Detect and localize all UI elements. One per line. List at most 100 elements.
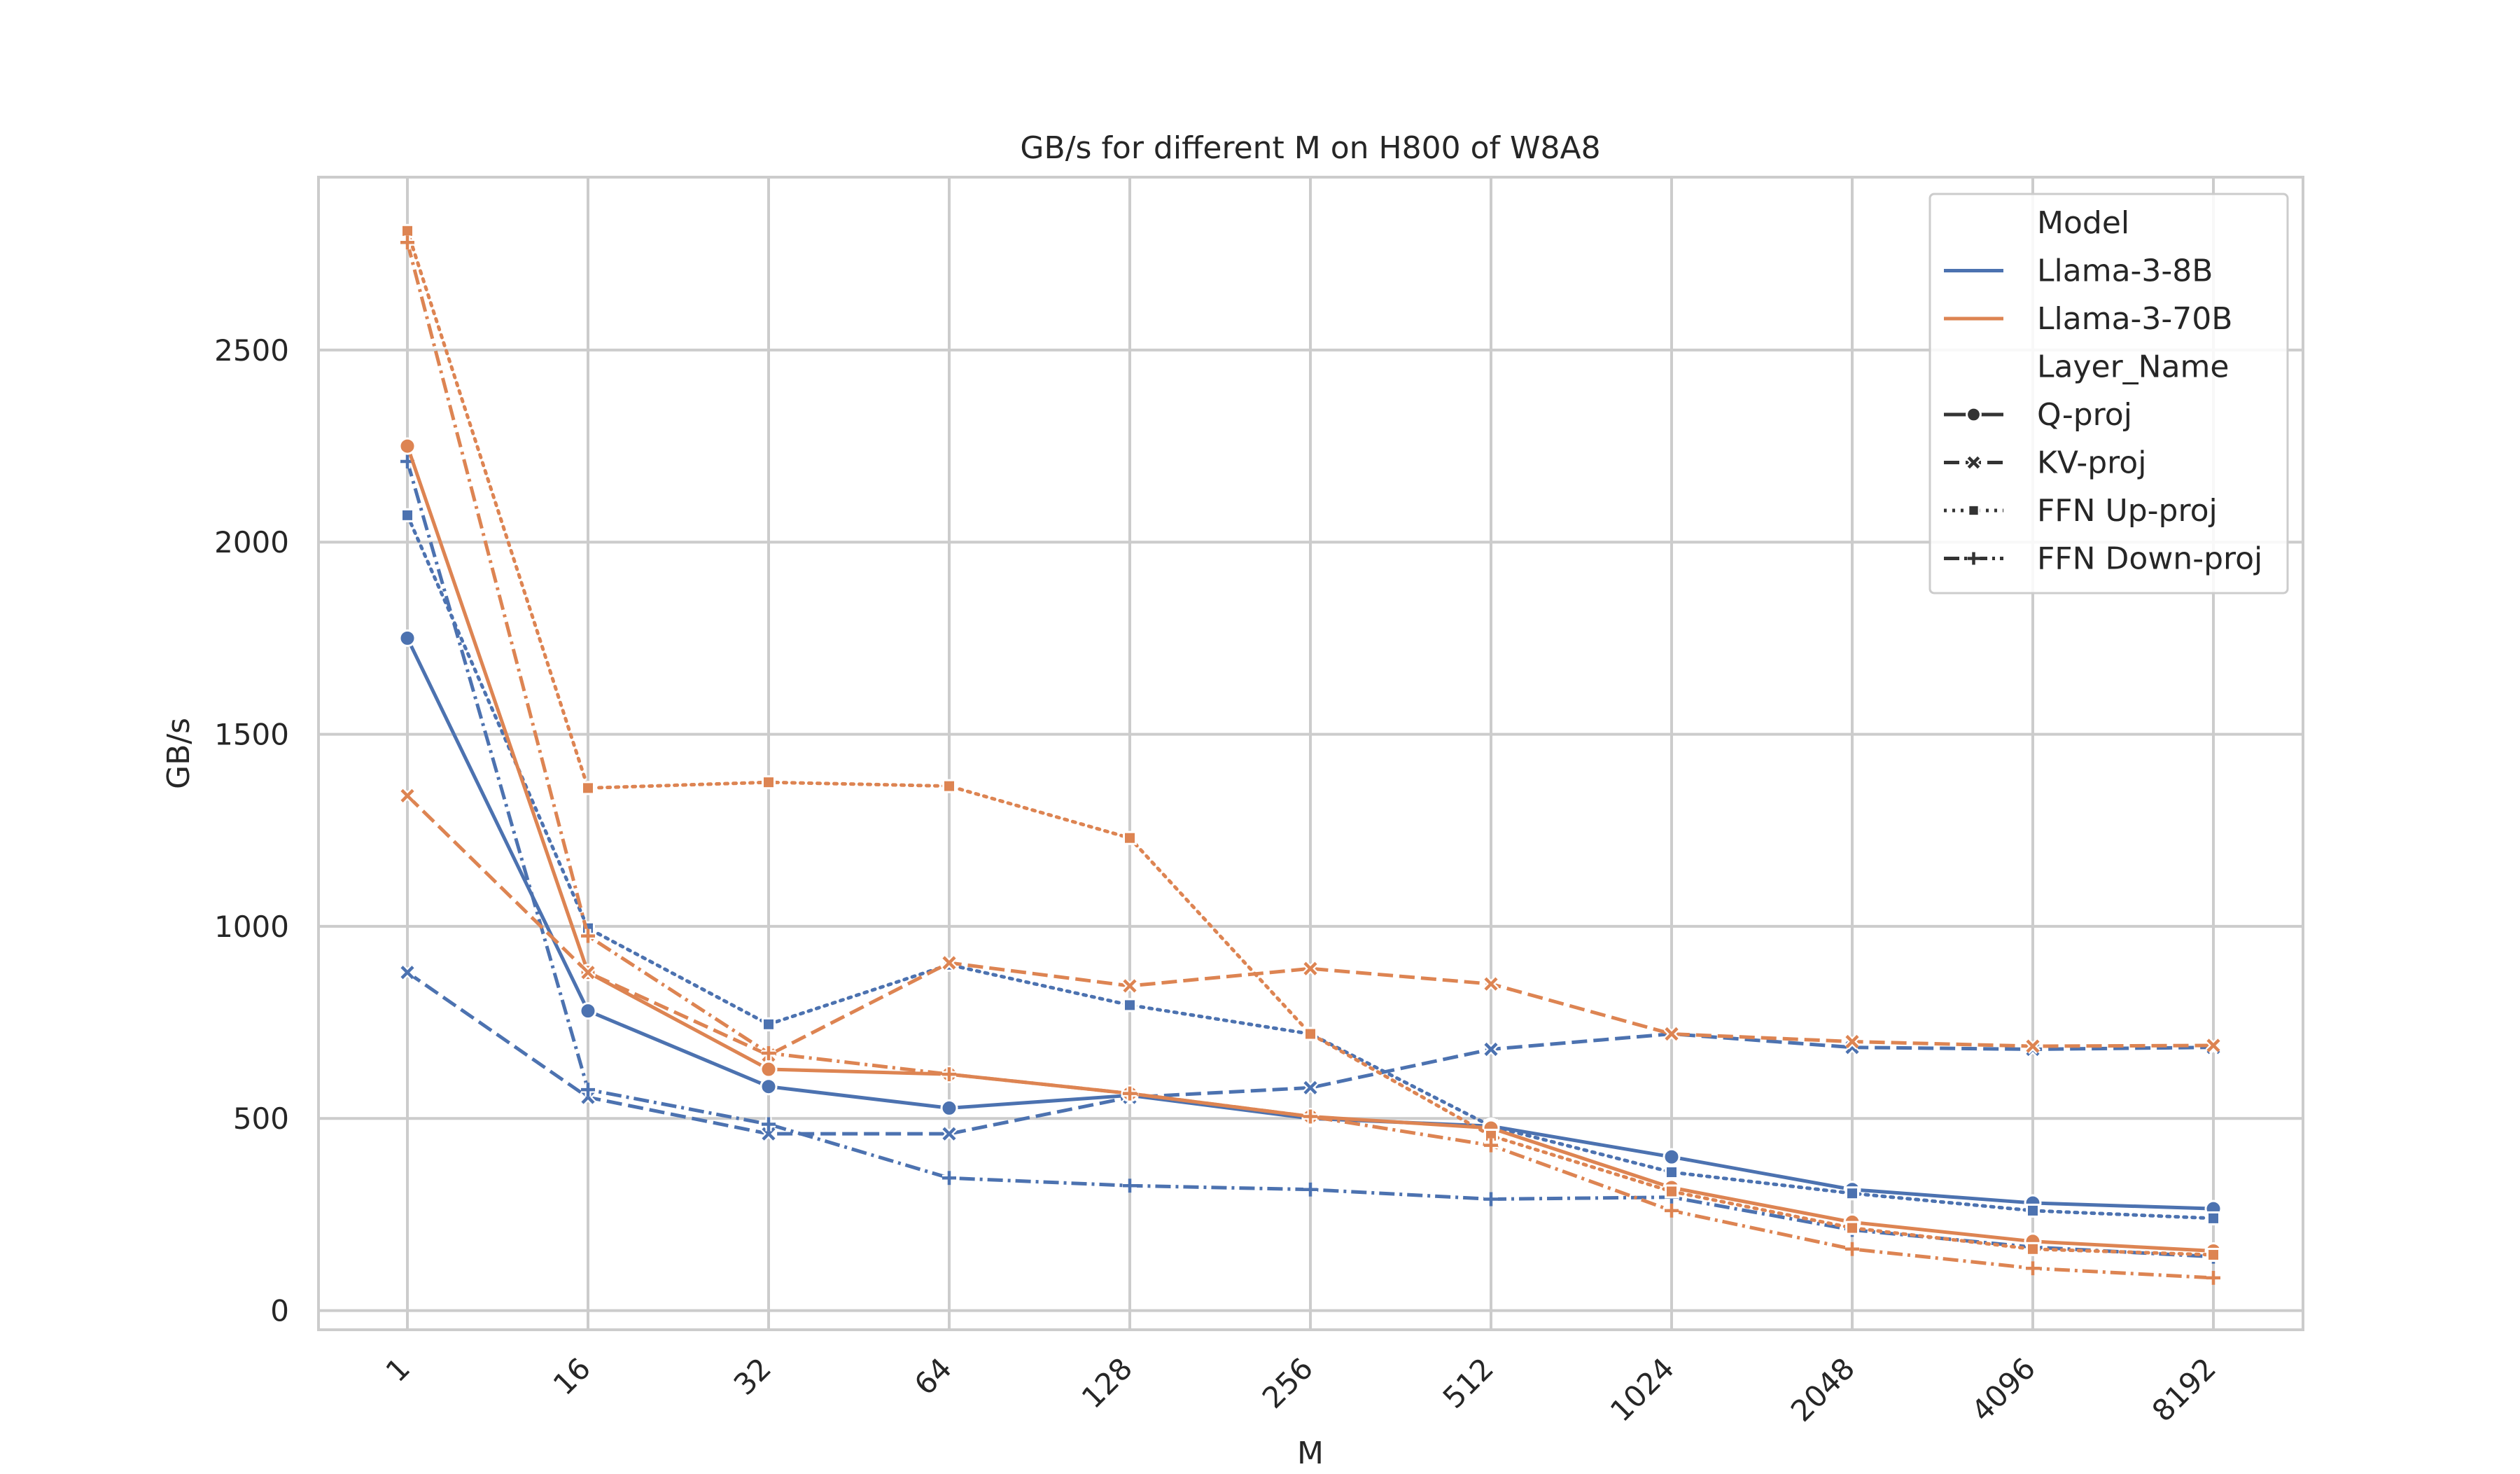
legend-marker <box>1966 455 1981 470</box>
data-point <box>942 779 956 793</box>
data-point <box>581 781 595 795</box>
data-point <box>940 1099 958 1117</box>
data-point <box>400 235 414 250</box>
data-point <box>941 1125 958 1142</box>
x-tick-labels: 1 16 32 64 128 256 512 1024 2048 4096 8192 <box>379 1351 2223 1428</box>
data-point <box>1303 1109 1317 1124</box>
data-point <box>1303 1027 1317 1041</box>
y-tick-label: 2000 <box>214 525 289 559</box>
x-tick-label: 1024 <box>1604 1351 1681 1428</box>
y-tick-label: 2500 <box>214 333 289 368</box>
data-point <box>398 437 416 455</box>
data-point <box>1845 1242 1859 1256</box>
data-point <box>2205 1037 2222 1054</box>
y-axis-label: GB/s <box>161 718 197 789</box>
data-point <box>1845 1221 1859 1235</box>
x-tick-label: 128 <box>1075 1351 1139 1414</box>
legend-item-ffn-up-proj <box>1944 503 2003 517</box>
data-point <box>1844 1034 1861 1050</box>
legend-item-ffn-down-proj <box>1944 552 2003 565</box>
legend-marker <box>1967 503 1980 517</box>
data-point <box>581 929 595 943</box>
data-point <box>1123 1086 1137 1101</box>
data-point <box>1484 1192 1498 1207</box>
data-point <box>941 954 958 971</box>
data-point <box>942 1067 956 1082</box>
legend-item-q-proj <box>1944 406 2003 423</box>
data-point <box>2206 1270 2220 1285</box>
data-point <box>2026 1242 2040 1256</box>
legend-label: Llama-3-70B <box>2037 301 2232 337</box>
legend-marker <box>1967 552 1980 565</box>
data-point <box>1484 1138 1498 1153</box>
data-point <box>2206 1211 2220 1225</box>
x-tick-label: 32 <box>727 1351 778 1401</box>
data-point <box>762 1045 776 1060</box>
data-point <box>1483 976 1499 992</box>
data-point <box>1302 1080 1319 1096</box>
data-point <box>1302 961 1319 977</box>
series-layer <box>398 223 2222 1285</box>
plot-frame <box>317 176 2304 1331</box>
x-tick-label: 16 <box>547 1351 597 1401</box>
data-point <box>1665 1184 1679 1199</box>
data-point <box>2206 1248 2220 1263</box>
legend-frame <box>1928 193 2289 595</box>
legend-title-layer: Layer_Name <box>2037 349 2229 385</box>
data-point <box>942 1171 956 1186</box>
data-point <box>1665 1203 1679 1218</box>
y-tick-label: 1500 <box>214 718 289 752</box>
chart-title: GB/s for different M on H800 of W8A8 <box>1020 130 1600 166</box>
data-point <box>1663 1026 1680 1042</box>
data-point <box>760 1078 778 1096</box>
legend-marker <box>1966 406 1982 423</box>
y-tick-label: 500 <box>233 1101 289 1136</box>
data-point <box>1121 978 1138 994</box>
data-point <box>1665 1165 1679 1180</box>
data-point <box>762 1117 776 1132</box>
data-point <box>1845 1186 1859 1201</box>
legend-label: Llama-3-8B <box>2037 253 2213 289</box>
y-tick-label: 1000 <box>214 910 289 944</box>
legend-label: Q-proj <box>2037 397 2132 433</box>
x-tick-label: 512 <box>1436 1351 1500 1414</box>
data-point <box>1662 1148 1681 1166</box>
legend-label: KV-proj <box>2037 445 2146 481</box>
legend-label: FFN Down-proj <box>2037 541 2262 577</box>
data-point <box>760 1060 778 1078</box>
legend-title-model: Model <box>2037 205 2129 241</box>
data-point <box>399 788 416 804</box>
x-tick-label: 256 <box>1256 1351 1320 1414</box>
data-point <box>760 1125 777 1142</box>
data-point <box>581 1083 595 1097</box>
series-llama-3-70b-ffn-up-proj <box>400 223 2220 1263</box>
x-tick-label: 4096 <box>1965 1351 2042 1428</box>
data-point <box>1483 1041 1499 1057</box>
legend-label: FFN Up-proj <box>2037 493 2218 529</box>
y-tick-label: 0 <box>270 1294 289 1328</box>
x-tick-label: 64 <box>908 1351 958 1401</box>
data-point <box>2026 1261 2040 1276</box>
data-point <box>1303 1182 1317 1197</box>
data-point <box>400 223 414 238</box>
data-point <box>579 1002 597 1020</box>
data-point <box>1123 998 1137 1013</box>
data-point <box>1123 830 1137 845</box>
x-tick-label: 2048 <box>1784 1351 1861 1428</box>
data-point <box>580 964 596 980</box>
x-tick-label: 8192 <box>2146 1351 2222 1428</box>
y-tick-labels: 0 500 1000 1500 2000 2500 <box>214 333 289 1328</box>
data-point <box>1123 1178 1137 1193</box>
legend-item-kv-proj <box>1944 455 2003 470</box>
data-point <box>580 1089 596 1106</box>
data-point <box>399 964 416 980</box>
data-point <box>398 629 416 647</box>
series-llama-3-70b-ffn-down-proj <box>400 235 2220 1285</box>
x-tick-label: 1 <box>379 1351 417 1389</box>
x-axis-label: M <box>1297 1435 1324 1470</box>
data-point <box>400 508 414 522</box>
data-point <box>2024 1038 2041 1055</box>
data-point <box>762 1017 776 1031</box>
